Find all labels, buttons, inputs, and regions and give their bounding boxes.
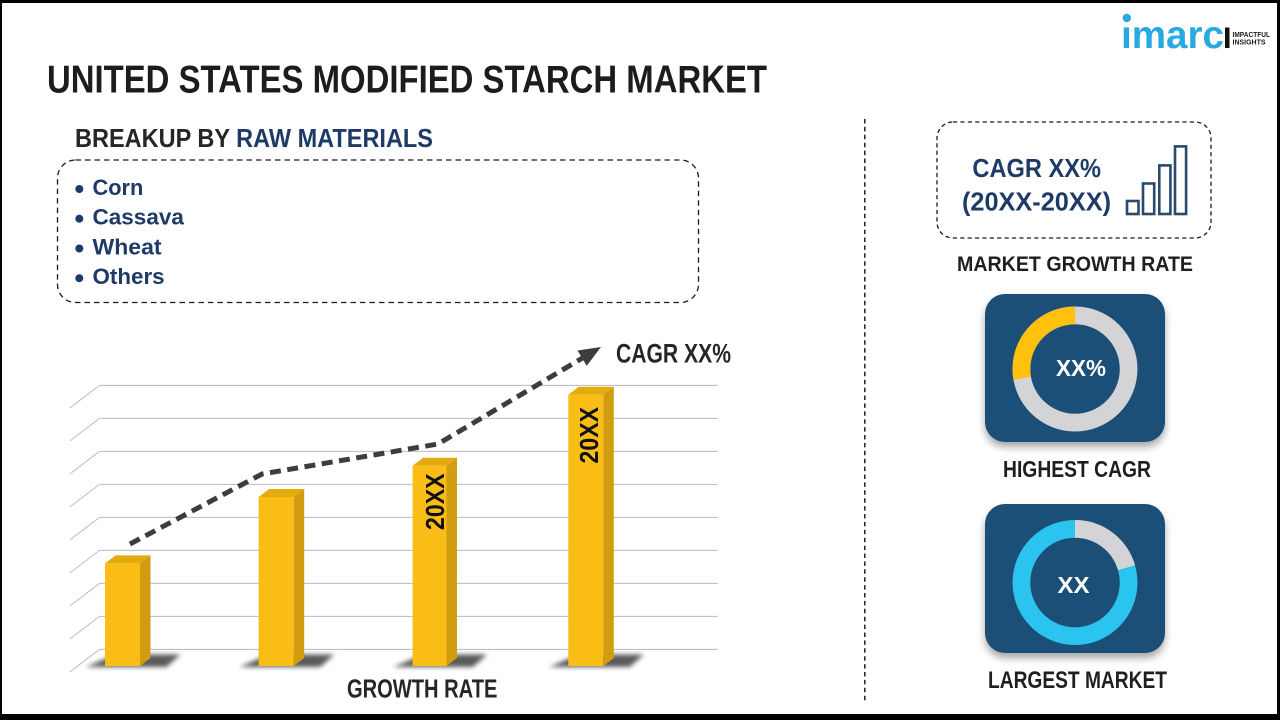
svg-text:HIGHEST CAGR: HIGHEST CAGR [1003, 456, 1151, 482]
svg-text:ımarc: ımarc [1121, 14, 1224, 57]
svg-text:20XX: 20XX [420, 473, 450, 530]
svg-text:Wheat: Wheat [93, 234, 163, 259]
svg-text:Others: Others [93, 264, 165, 289]
svg-text:IMPACTFUL: IMPACTFUL [1233, 30, 1271, 39]
svg-text:XX%: XX% [1056, 355, 1106, 381]
svg-text:INSIGHTS: INSIGHTS [1233, 38, 1266, 47]
svg-text:(20XX-20XX): (20XX-20XX) [962, 187, 1111, 217]
svg-text:XX: XX [1058, 572, 1091, 598]
svg-text:20XX: 20XX [574, 406, 604, 463]
svg-text:LARGEST MARKET: LARGEST MARKET [988, 667, 1167, 694]
svg-text:CAGR XX%: CAGR XX% [972, 153, 1101, 183]
svg-text:CAGR XX%: CAGR XX% [616, 339, 731, 369]
svg-text:Corn: Corn [93, 175, 144, 200]
svg-text:MARKET GROWTH RATE: MARKET GROWTH RATE [957, 253, 1193, 276]
svg-text:UNITED STATES MODIFIED STARCH: UNITED STATES MODIFIED STARCH MARKET [47, 59, 767, 102]
svg-text:GROWTH RATE: GROWTH RATE [347, 676, 497, 704]
svg-text:BREAKUP BY RAW MATERIALS: BREAKUP BY RAW MATERIALS [75, 123, 433, 153]
svg-text:Cassava: Cassava [93, 205, 185, 230]
